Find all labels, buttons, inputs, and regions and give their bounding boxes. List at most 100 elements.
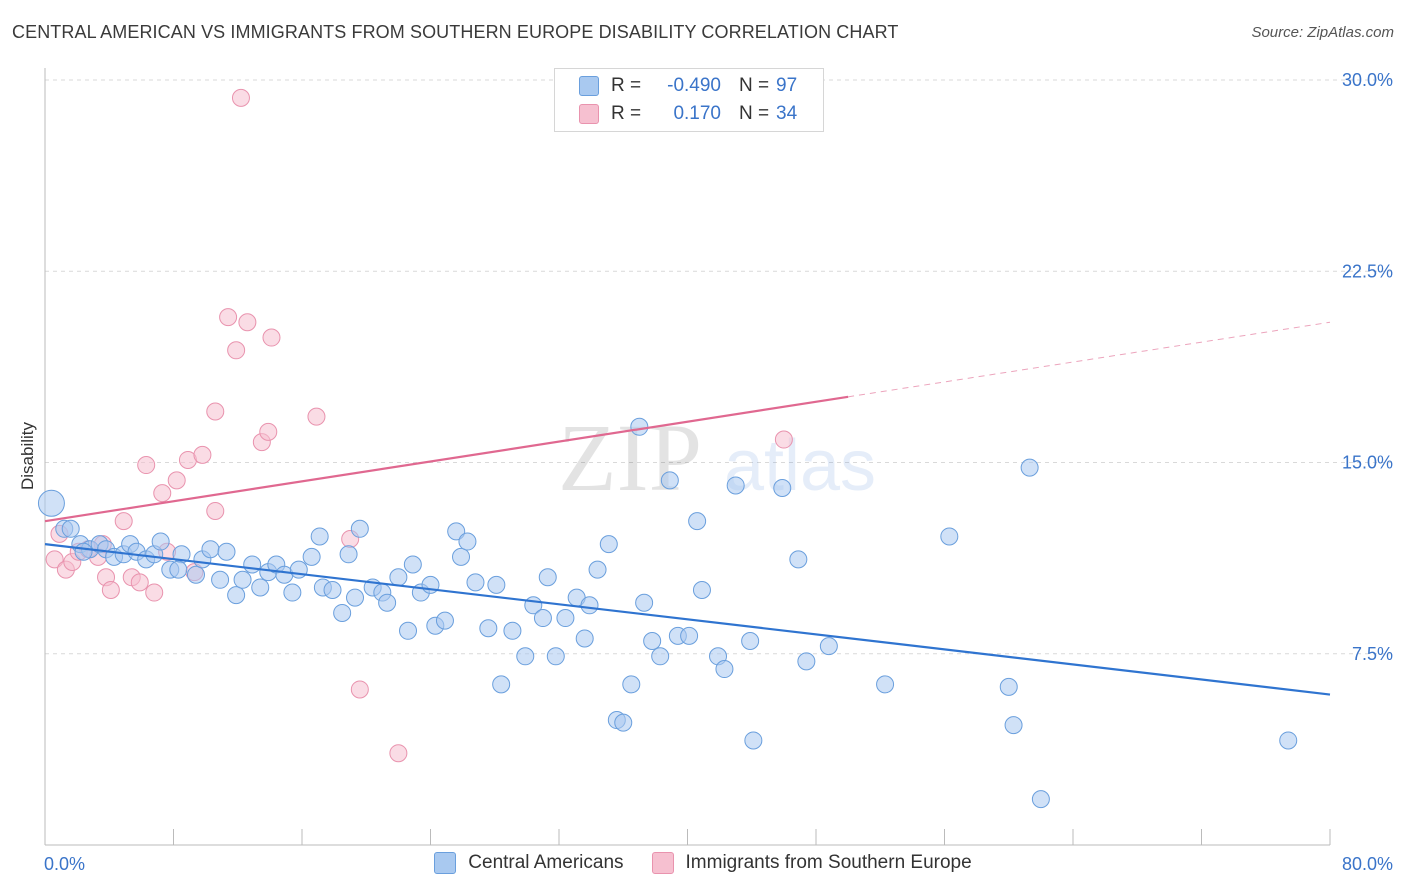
r-value: 0.170 [673, 103, 721, 124]
trend-line-southern-europe [44, 395, 849, 523]
watermark-zip: ZIP [558, 404, 702, 511]
data-point-central-americans [575, 629, 594, 648]
data-point-central-americans [651, 647, 670, 666]
legend-item-central-americans: Central Americans [434, 852, 624, 874]
data-point-central-americans [435, 611, 454, 630]
n-value: 97 [776, 75, 798, 96]
data-point-central-americans [333, 603, 352, 622]
legend-row-immigrants-southern-europe: R = 0.170 N = 34 [579, 101, 797, 127]
data-point-southern-europe [193, 445, 212, 464]
data-point-central-americans [876, 675, 895, 694]
data-point-central-americans [492, 675, 511, 694]
data-point-southern-europe [227, 341, 246, 360]
data-point-central-americans [447, 522, 466, 541]
y-axis-label: Disability [18, 421, 37, 491]
axes [44, 68, 1331, 846]
legend-row-central-americans: R = -0.490 N = 97 [579, 73, 797, 99]
data-point-southern-europe [259, 422, 278, 441]
data-point-central-americans [302, 547, 321, 566]
data-point-central-americans [169, 560, 188, 579]
data-point-central-americans [789, 550, 808, 569]
data-point-central-americans [227, 586, 246, 605]
trend-lines [44, 321, 1331, 696]
data-point-central-americans [389, 568, 408, 587]
legend-swatch-blue [579, 76, 599, 96]
data-point-central-americans [61, 519, 80, 538]
data-point-southern-europe [238, 313, 257, 332]
data-point-central-americans [1279, 731, 1298, 750]
data-point-southern-europe [206, 501, 225, 520]
data-point-central-americans [1004, 716, 1023, 735]
data-point-southern-europe [137, 456, 156, 475]
trend-line-central-americans [44, 543, 1331, 696]
r-label: R = [611, 75, 642, 96]
correlation-legend: R = -0.490 N = 97 R = 0.170 N = 34 [554, 68, 824, 132]
data-point-southern-europe [219, 308, 238, 327]
data-point-central-americans [233, 570, 252, 589]
data-point-central-americans [346, 588, 365, 607]
data-point-southern-europe [262, 328, 281, 347]
series-legend: Central Americans Immigrants from Southe… [0, 852, 1406, 874]
n-value: 34 [776, 103, 798, 124]
data-point-southern-europe [167, 471, 186, 490]
y-tick-label: 22.5% [1342, 261, 1393, 281]
y-tick-label: 30.0% [1342, 70, 1393, 90]
data-point-southern-europe [153, 484, 172, 503]
x-tick-label: 80.0% [1342, 854, 1393, 874]
watermark-atlas: atlas [724, 426, 876, 506]
data-point-central-americans [580, 596, 599, 615]
data-point-central-americans [399, 621, 418, 640]
data-point-central-americans [660, 471, 679, 490]
data-point-central-americans [797, 652, 816, 671]
data-point-central-americans [323, 581, 342, 599]
data-point-central-americans [940, 527, 959, 546]
data-point-central-americans [614, 713, 633, 732]
data-point-central-americans [74, 542, 93, 561]
data-point-central-americans [588, 560, 607, 579]
data-point-southern-europe [206, 402, 225, 421]
data-point-central-americans [466, 573, 485, 592]
watermark: ZIP atlas [558, 404, 876, 511]
data-point-central-americans [151, 532, 170, 551]
x-tick-labels: 0.0% 80.0% [44, 854, 1393, 874]
data-point-central-americans [479, 619, 498, 638]
data-point-central-americans [1020, 458, 1039, 477]
data-point-central-americans [999, 677, 1018, 696]
legend-label: Central Americans [468, 852, 624, 873]
data-point-central-americans [533, 609, 552, 628]
data-point-central-americans [186, 565, 205, 584]
data-point-central-americans [630, 417, 649, 436]
data-point-central-americans [819, 637, 838, 656]
y-tick-label: 7.5% [1352, 644, 1393, 664]
x-tick-label: 0.0% [44, 854, 85, 874]
data-point-southern-europe [774, 430, 793, 449]
data-point-central-americans [339, 545, 358, 564]
data-point-central-americans [516, 647, 535, 666]
data-point-central-americans [688, 512, 707, 531]
data-point-central-americans [378, 593, 397, 612]
series-central-americans [37, 417, 1298, 809]
data-point-central-americans [1031, 790, 1050, 809]
data-point-central-americans [680, 626, 699, 645]
data-point-central-americans [773, 479, 792, 497]
data-point-central-americans [217, 542, 236, 561]
data-point-southern-europe [350, 680, 369, 699]
y-tick-labels: 7.5% 15.0% 22.5% 30.0% [1342, 70, 1393, 664]
data-point-central-americans [692, 581, 711, 599]
trend-line-southern-europe-extension [848, 321, 1331, 398]
data-point-central-americans [201, 540, 220, 559]
data-point-central-americans [211, 570, 230, 589]
legend-swatch-blue [434, 852, 457, 874]
legend-swatch-pink [651, 852, 674, 874]
data-point-central-americans [622, 675, 641, 694]
data-point-central-americans [37, 489, 65, 517]
data-point-central-americans [310, 527, 329, 546]
data-point-southern-europe [130, 573, 149, 592]
r-label: R = [611, 103, 642, 124]
data-point-central-americans [283, 583, 302, 602]
data-point-southern-europe [45, 550, 64, 569]
data-point-central-americans [243, 555, 262, 574]
data-point-central-americans [403, 555, 422, 574]
data-point-southern-europe [307, 407, 326, 426]
